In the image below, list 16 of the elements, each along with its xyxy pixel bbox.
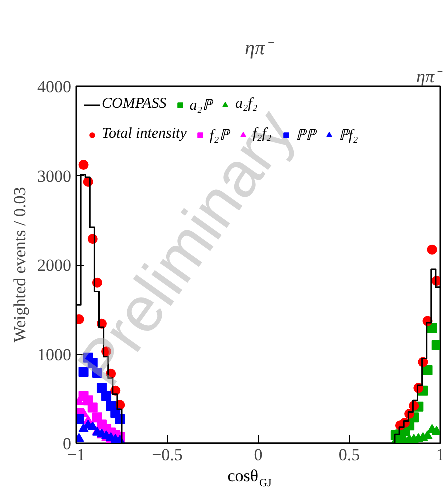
y-axis-title: Weighted events / 0.03 (10, 187, 30, 343)
legend-label: a₂ℙ (190, 97, 212, 114)
y-tick-label: 4000 (38, 78, 72, 96)
legend-label: a₂f₂ (235, 96, 258, 112)
x-tick-label: −0.5 (152, 446, 183, 464)
x-tick-label: 1 (436, 446, 445, 464)
annotation: ηπ⁻ (416, 66, 444, 86)
x-tick-label: 0 (254, 446, 263, 464)
legend-label: ℙf₂ (338, 127, 359, 145)
y-tick-label: 3000 (38, 166, 72, 186)
y-tick-label: 2000 (38, 256, 72, 275)
chart-title: ηπ⁻ (245, 38, 275, 60)
x-tick-label: 0.5 (338, 446, 360, 464)
legend-label: COMPASS (102, 96, 167, 112)
legend-label: ℙℙ (296, 127, 316, 145)
y-tick-label: 1000 (38, 345, 72, 364)
